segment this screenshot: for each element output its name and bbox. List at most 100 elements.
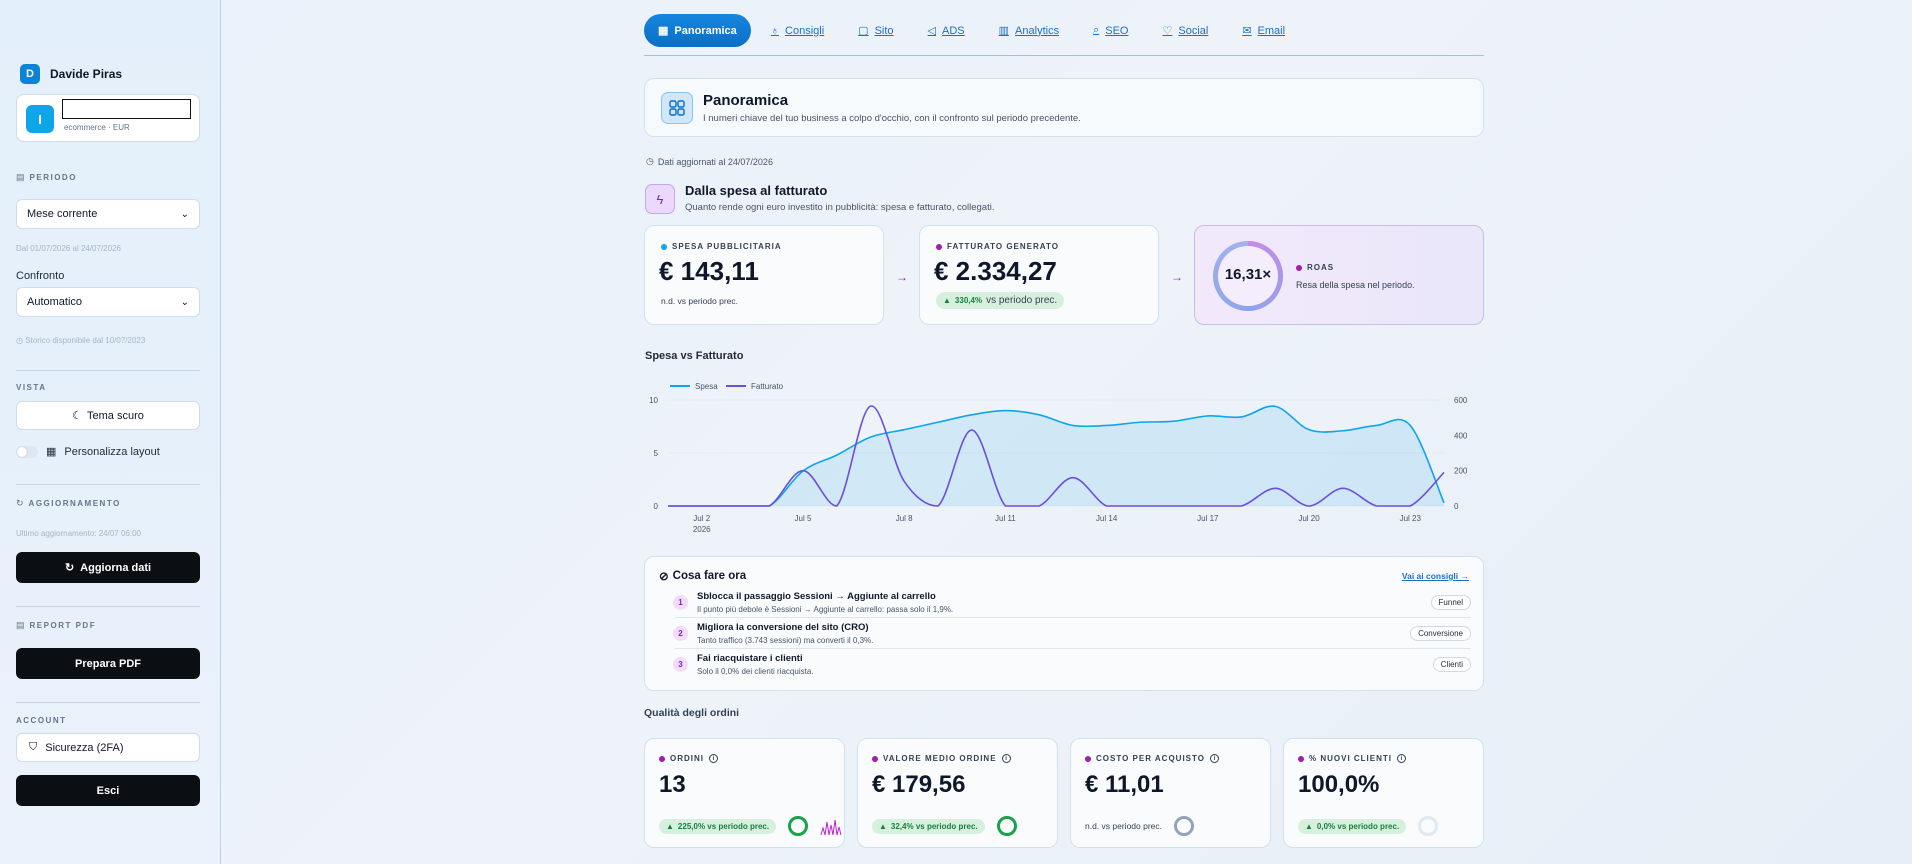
security-2fa-button[interactable]: ⛉ Sicurezza (2FA) — [16, 733, 200, 762]
action-item[interactable]: 2 Migliora la conversione del sito (CRO)… — [673, 618, 1471, 649]
action-item[interactable]: 1 Sblocca il passaggio Sessioni → Aggiun… — [673, 587, 1471, 618]
y-left-tick-label: 10 — [649, 396, 658, 405]
tab-panoramica[interactable]: ▦ Panoramica — [644, 14, 751, 47]
kpi-valore-medio-card: VALORE MEDIO ORDINE i € 179,56 ▲ 32,4% v… — [857, 738, 1058, 848]
tab-ads[interactable]: ◁ ADS — [914, 14, 979, 47]
tab-social[interactable]: ♡ Social — [1148, 14, 1222, 47]
info-icon[interactable]: i — [709, 754, 718, 763]
tab-label: ADS — [942, 24, 965, 37]
x-year-label: 2026 — [693, 525, 711, 534]
kpi-spesa-note: n.d. vs periodo prec. — [661, 296, 739, 306]
change-badge-text: 0,0% vs periodo prec. — [1316, 821, 1400, 831]
action-tag: Funnel — [1430, 595, 1471, 610]
kpi-label: % NUOVI CLIENTI i — [1298, 754, 1407, 763]
logout-button[interactable]: Esci — [16, 775, 200, 806]
roas-label-text: ROAS — [1307, 263, 1335, 272]
tab-label: SEO — [1105, 24, 1129, 37]
kpi-value: 13 — [659, 771, 686, 798]
confronto-select[interactable]: Automatico ⌄ — [16, 287, 200, 317]
tab-analytics[interactable]: ▥ Analytics — [985, 14, 1073, 47]
kpi-nuovi-clienti-card: % NUOVI CLIENTI i 100,0% ▲ 0,0% vs perio… — [1283, 738, 1484, 848]
kpi-fatturato-value: € 2.334,27 — [934, 256, 1057, 286]
periodo-value: Mese corrente — [27, 208, 98, 220]
tab-label: Analytics — [1015, 24, 1060, 37]
change-badge: ▲ 330,4% vs periodo prec. — [936, 292, 1065, 309]
document-icon: ▤ — [16, 620, 25, 630]
info-icon[interactable]: i — [1209, 754, 1219, 763]
fatturato-dot — [936, 243, 942, 250]
y-right-tick-label: 400 — [1454, 431, 1468, 440]
refresh-data-button[interactable]: ↻ Aggiorna dati — [16, 552, 200, 583]
kpi-footer: ▲ 225,0% vs periodo prec. — [659, 816, 842, 836]
security-2fa-label: Sicurezza (2FA) — [45, 741, 124, 754]
page-title: Panoramica — [703, 92, 789, 109]
tab-seo[interactable]: ⌕ SEO — [1079, 14, 1142, 47]
info-icon[interactable]: i — [1001, 754, 1011, 763]
kpi-spesa-card: SPESA PUBBLICITARIA € 143,11 n.d. vs per… — [644, 225, 884, 325]
kpi-fatturato-label-text: FATTURATO GENERATO — [947, 242, 1059, 251]
confronto-value: Automatico — [27, 296, 83, 308]
roas-label: ROAS — [1296, 263, 1334, 272]
clock-icon: ◷ — [16, 336, 23, 345]
kpi-dot — [1085, 755, 1091, 762]
roas-ring: 16,31× — [1213, 241, 1283, 311]
actions-title: ⊘ Cosa fare ora — [659, 569, 746, 583]
divider — [16, 370, 200, 371]
customize-layout-toggle[interactable] — [16, 445, 38, 458]
customize-layout-label: Personalizza layout — [64, 445, 160, 458]
kpi-spesa-value: € 143,11 — [659, 256, 759, 286]
actions-title-text: Cosa fare ora — [672, 570, 747, 582]
action-title: Migliora la conversione del sito (CRO) — [697, 622, 869, 633]
kpi-label-text: VALORE MEDIO ORDINE — [883, 754, 997, 763]
dark-theme-button[interactable]: ☾ Tema scuro — [16, 401, 200, 430]
x-tick-label: Jul 8 — [896, 514, 913, 523]
kpi-ordini-card: ORDINI i 13 ▲ 225,0% vs periodo prec. — [644, 738, 845, 848]
kpi-label-text: COSTO PER ACQUISTO — [1096, 754, 1205, 763]
customize-layout-row[interactable]: ▦ Personalizza layout — [16, 445, 160, 458]
x-tick-label: Jul 17 — [1197, 514, 1219, 523]
roas-note: Resa della spesa nel periodo. — [1296, 280, 1415, 290]
action-title: Sblocca il passaggio Sessioni → Aggiunte… — [697, 591, 936, 602]
user-profile[interactable]: D Davide Piras — [20, 64, 122, 84]
layout-icon: ▦ — [46, 446, 57, 458]
change-badge-value: 330,4% — [954, 296, 983, 305]
account-label: ACCOUNT — [16, 716, 67, 725]
kpi-dot — [659, 755, 665, 762]
logout-label: Esci — [96, 784, 120, 797]
data-updated: ◷ Dati aggiornati al 24/07/2026 — [646, 156, 773, 167]
arrow-up-icon: ▲ — [1305, 821, 1313, 831]
kpi-label-text: ORDINI — [670, 754, 704, 763]
check-circle-icon: ⊘ — [659, 571, 669, 583]
arrow-up-icon: ▲ — [879, 821, 887, 831]
prepare-pdf-label: Prepara PDF — [74, 657, 142, 670]
kpi-label: ORDINI i — [659, 754, 718, 763]
go-to-tips-link[interactable]: Vai ai consigli → — [1401, 571, 1469, 581]
kpi-value: 100,0% — [1298, 771, 1380, 798]
info-icon[interactable]: i — [1397, 754, 1407, 763]
user-name: Davide Piras — [50, 67, 123, 81]
report-label-text: REPORT PDF — [29, 621, 97, 630]
action-subtitle: Il punto più debole è Sessioni → Aggiunt… — [697, 605, 954, 614]
periodo-select[interactable]: Mese corrente ⌄ — [16, 199, 200, 229]
y-right-tick-label: 600 — [1454, 396, 1468, 405]
shield-icon: ⛉ — [29, 741, 38, 753]
periodo-label-text: PERIODO — [29, 173, 77, 182]
confronto-label: Confronto — [16, 270, 65, 282]
tab-email[interactable]: ✉ Email — [1228, 14, 1299, 47]
main-nav: ▦ Panoramica ♁ Consigli ▢ Sito ◁ ADS ▥ A… — [644, 14, 1484, 56]
store-selector[interactable]: I ecommerce · EUR — [16, 94, 200, 142]
legend-spesa: Spesa — [695, 382, 718, 391]
action-subtitle: Tanto traffico (3.743 sessioni) ma conve… — [697, 636, 874, 645]
kpi-fatturato-card: FATTURATO GENERATO € 2.334,27 ▲ 330,4% v… — [919, 225, 1159, 325]
tab-consigli[interactable]: ♁ Consigli — [757, 14, 838, 47]
progress-ring — [1418, 816, 1439, 836]
store-name-redacted — [62, 99, 191, 119]
prepare-pdf-button[interactable]: Prepara PDF — [16, 648, 200, 679]
chart-legend: Spesa Fatturato — [670, 382, 784, 391]
storico-hint-text: Storico disponibile dal 10/07/2023 — [25, 336, 146, 345]
aggiornamento-label-text: AGGIORNAMENTO — [28, 499, 121, 508]
tab-sito[interactable]: ▢ Sito — [844, 14, 907, 47]
progress-ring — [996, 816, 1017, 836]
action-item[interactable]: 3 Fai riacquistare i clienti Solo il 0,0… — [673, 649, 1471, 680]
lightning-icon: ϟ — [645, 184, 675, 214]
